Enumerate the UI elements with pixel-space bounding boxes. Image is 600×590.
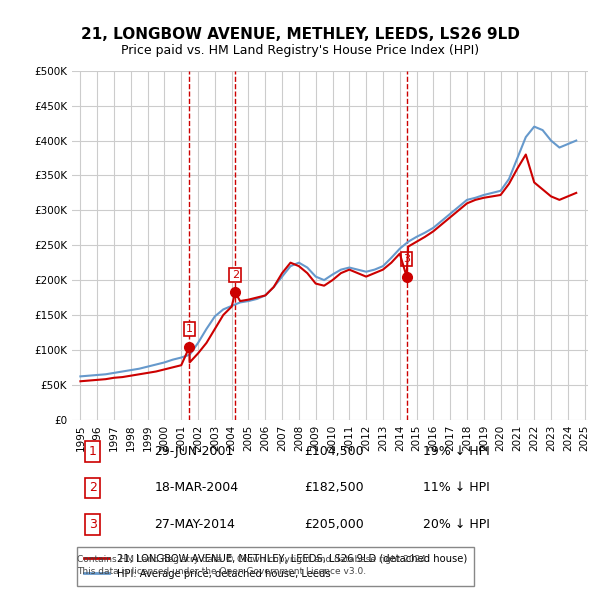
Text: £205,000: £205,000 <box>304 518 364 531</box>
Text: £182,500: £182,500 <box>304 481 364 494</box>
Text: 11% ↓ HPI: 11% ↓ HPI <box>423 481 490 494</box>
Text: 2: 2 <box>89 481 97 494</box>
Text: 21, LONGBOW AVENUE, METHLEY, LEEDS, LS26 9LD: 21, LONGBOW AVENUE, METHLEY, LEEDS, LS26… <box>80 27 520 41</box>
Text: £104,500: £104,500 <box>304 445 364 458</box>
Text: 18-MAR-2004: 18-MAR-2004 <box>155 481 239 494</box>
Text: 2: 2 <box>232 270 239 280</box>
Legend: 21, LONGBOW AVENUE, METHLEY, LEEDS, LS26 9LD (detached house), HPI: Average pric: 21, LONGBOW AVENUE, METHLEY, LEEDS, LS26… <box>77 547 474 586</box>
Text: Price paid vs. HM Land Registry's House Price Index (HPI): Price paid vs. HM Land Registry's House … <box>121 44 479 57</box>
Text: 19% ↓ HPI: 19% ↓ HPI <box>423 445 490 458</box>
Text: Contains HM Land Registry data © Crown copyright and database right 2024.: Contains HM Land Registry data © Crown c… <box>77 555 429 563</box>
Text: 29-JUN-2001: 29-JUN-2001 <box>155 445 234 458</box>
Text: This data is licensed under the Open Government Licence v3.0.: This data is licensed under the Open Gov… <box>77 568 366 576</box>
Text: 3: 3 <box>89 518 97 531</box>
Text: 1: 1 <box>186 324 193 334</box>
Text: 27-MAY-2014: 27-MAY-2014 <box>155 518 235 531</box>
Text: 20% ↓ HPI: 20% ↓ HPI <box>423 518 490 531</box>
Text: 3: 3 <box>403 254 410 264</box>
Text: 1: 1 <box>89 445 97 458</box>
